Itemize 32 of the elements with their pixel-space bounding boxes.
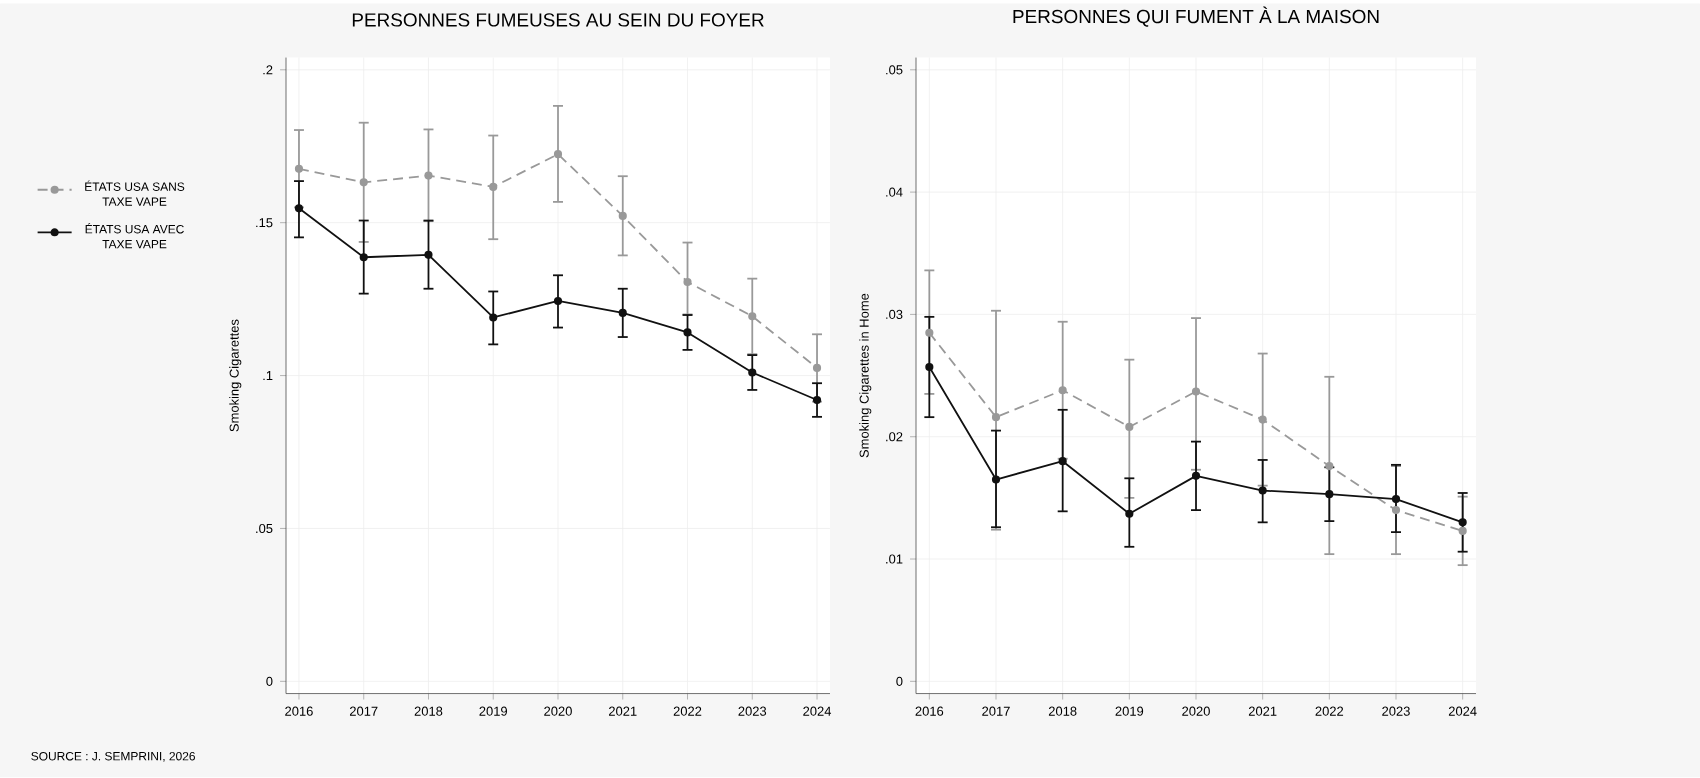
point bbox=[424, 250, 433, 260]
point bbox=[489, 183, 498, 192]
point bbox=[618, 212, 627, 221]
point bbox=[553, 297, 563, 306]
point bbox=[991, 413, 1001, 422]
point bbox=[1458, 518, 1467, 527]
point bbox=[748, 368, 757, 377]
point bbox=[359, 253, 368, 262]
point bbox=[1125, 423, 1134, 432]
point bbox=[925, 328, 934, 338]
point bbox=[1258, 415, 1267, 424]
point bbox=[553, 150, 563, 159]
chart-title: PERSONNES FUMEUSES AU SEIN DU FOYER bbox=[352, 13, 764, 27]
point bbox=[1058, 386, 1067, 395]
point bbox=[1391, 506, 1401, 515]
point bbox=[1191, 387, 1201, 396]
point bbox=[991, 475, 1001, 484]
point bbox=[424, 171, 433, 180]
point bbox=[748, 312, 757, 321]
point bbox=[812, 364, 822, 373]
point bbox=[1391, 495, 1401, 504]
point bbox=[1325, 490, 1334, 499]
chart-title: PERSONNES QUI FUMENT À LA MAISON bbox=[1013, 6, 1379, 27]
point bbox=[925, 363, 934, 372]
point bbox=[1125, 509, 1134, 519]
point bbox=[359, 178, 368, 187]
point bbox=[683, 278, 692, 287]
point bbox=[294, 165, 304, 174]
point bbox=[489, 313, 498, 322]
point bbox=[618, 309, 627, 318]
point bbox=[1458, 527, 1467, 536]
point bbox=[683, 328, 692, 337]
